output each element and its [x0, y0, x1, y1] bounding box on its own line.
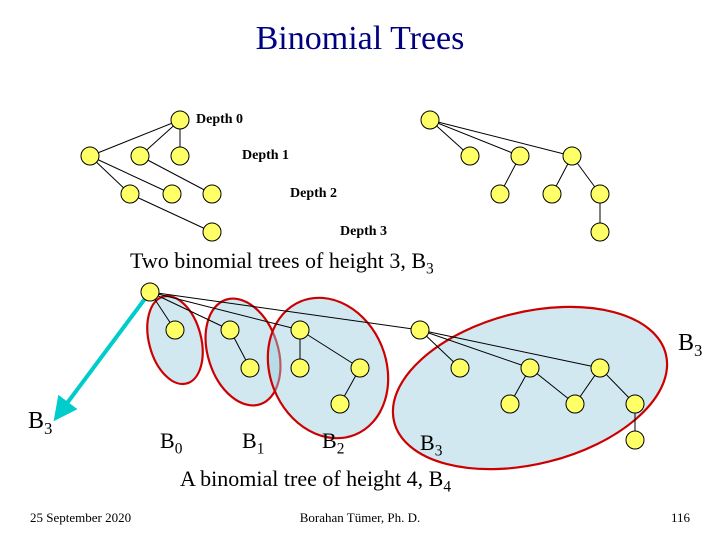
b2-text: B	[322, 428, 337, 453]
tree-b4-node-n4	[411, 321, 429, 339]
b1-text: B	[242, 428, 257, 453]
b2-sub: 2	[337, 440, 345, 457]
b0-text: B	[160, 428, 175, 453]
caption-two-trees-text: Two binomial trees of height 3, B	[130, 248, 426, 273]
b3-right-sub: 3	[694, 341, 702, 360]
tree-b4-node-n3	[291, 321, 309, 339]
tree-left-node-a1	[81, 147, 99, 165]
caption-two-trees: Two binomial trees of height 3, B3	[130, 248, 434, 278]
b1-sub: 1	[257, 440, 265, 457]
tree-left-node-a7	[203, 223, 221, 241]
tree-b4-node-n9	[521, 359, 539, 377]
b2-label: B2	[322, 428, 344, 458]
tree-b4-node-n13	[566, 395, 584, 413]
tree-b4-node-n8	[451, 359, 469, 377]
b3-left-text: B	[28, 408, 44, 434]
tree-left-node-a4	[121, 185, 139, 203]
b3-sub-text: B	[420, 430, 435, 455]
tree-b4-node-n0	[141, 283, 159, 301]
footer-page: 116	[671, 510, 690, 526]
b0-label: B0	[160, 428, 182, 458]
tree-right-node-r6	[591, 185, 609, 203]
tree-b4-node-n14	[626, 395, 644, 413]
tree-b4-node-n15	[626, 431, 644, 449]
tree-left-node-a0	[171, 111, 189, 129]
caption-b4-sub: 4	[443, 478, 451, 495]
tree-left-node-a3	[171, 147, 189, 165]
tree-b4-node-n2	[221, 321, 239, 339]
tree-b4-node-n10	[591, 359, 609, 377]
caption-two-trees-sub: 3	[426, 260, 434, 277]
footer-author: Borahan Tümer, Ph. D.	[0, 510, 720, 526]
b3-left-label: B3	[28, 408, 52, 439]
tree-right-node-r3	[563, 147, 581, 165]
depth-1-label: Depth 1	[242, 148, 289, 164]
caption-b4-tree: A binomial tree of height 4, B4	[180, 466, 451, 496]
tree-right-node-r2	[511, 147, 529, 165]
tree-right-edge-2	[430, 120, 572, 156]
depth-2-label: Depth 2	[290, 186, 337, 202]
caption-b4-text: A binomial tree of height 4, B	[180, 466, 443, 491]
tree-right-node-r4	[491, 185, 509, 203]
tree-b4-node-n11	[331, 395, 349, 413]
depth-3-label: Depth 3	[340, 224, 387, 240]
b3-link-arrow	[56, 292, 150, 418]
tree-right-node-r5	[543, 185, 561, 203]
tree-left-node-a2	[131, 147, 149, 165]
tree-right-node-r0	[421, 111, 439, 129]
b3-sub-label: B3	[420, 430, 442, 460]
tree-b4-node-n6	[291, 359, 309, 377]
b0-sub: 0	[175, 440, 183, 457]
b3-left-sub: 3	[44, 419, 52, 438]
grouping-ellipse-3	[376, 280, 684, 495]
tree-right-node-r7	[591, 223, 609, 241]
tree-b4-node-n5	[241, 359, 259, 377]
tree-right-node-r1	[461, 147, 479, 165]
tree-b4-node-n1	[166, 321, 184, 339]
tree-b4-node-n7	[351, 359, 369, 377]
b3-sub-sub: 3	[435, 442, 443, 459]
b3-right-text: B	[678, 330, 694, 356]
tree-left-node-a6	[203, 185, 221, 203]
b3-right-label: B3	[678, 330, 702, 361]
b1-label: B1	[242, 428, 264, 458]
tree-left-node-a5	[163, 185, 181, 203]
tree-b4-node-n12	[501, 395, 519, 413]
depth-0-label: Depth 0	[196, 112, 243, 128]
